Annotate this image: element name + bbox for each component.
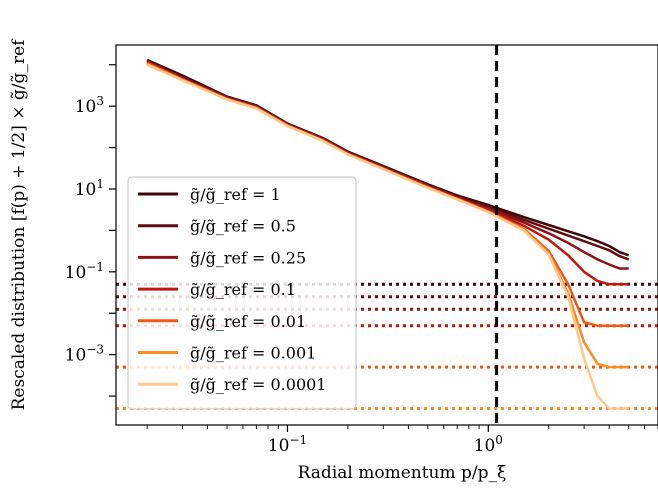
legend-label-2: g̃/g̃_ref = 0.25 xyxy=(190,248,306,267)
series-line-6 xyxy=(146,63,629,410)
legend: g̃/g̃_ref = 1 g̃/g̃_ref = 0.5 g̃/g̃_ref = … xyxy=(127,176,357,410)
legend-label-4: g̃/g̃_ref = 0.01 xyxy=(190,312,306,331)
legend-label-0: g̃/g̃_ref = 1 xyxy=(190,185,281,204)
y-tick-label: 10−3 xyxy=(65,343,104,366)
y-tick-label: 101 xyxy=(75,177,104,200)
y-axis-label: Rescaled distribution [f(p) + 1/2] × g̃/… xyxy=(9,38,29,410)
legend-label-3: g̃/g̃_ref = 0.1 xyxy=(190,280,296,299)
axes-frame xyxy=(115,44,658,426)
x-tick-label: 10−1 xyxy=(268,433,307,456)
legend-label-6: g̃/g̃_ref = 0.0001 xyxy=(190,375,326,394)
legend-box xyxy=(127,176,357,410)
legend-label-1: g̃/g̃_ref = 0.5 xyxy=(190,217,296,236)
legend-label-5: g̃/g̃_ref = 0.001 xyxy=(190,344,316,363)
y-tick-label: 10−1 xyxy=(65,260,104,283)
x-tick-label: 100 xyxy=(474,433,503,456)
plot-area xyxy=(116,45,658,425)
x-axis-label: Radial momentum p/p_ξ xyxy=(298,463,507,483)
y-tick-label: 103 xyxy=(75,94,104,117)
